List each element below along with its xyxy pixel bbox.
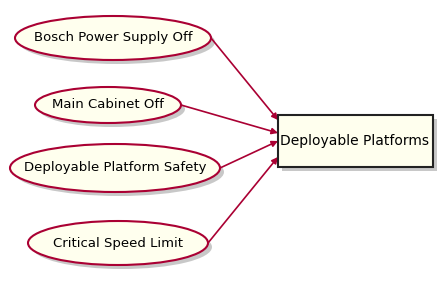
Ellipse shape [32, 225, 212, 269]
Text: Bosch Power Supply Off: Bosch Power Supply Off [34, 31, 192, 44]
Ellipse shape [39, 91, 185, 127]
Ellipse shape [19, 20, 215, 64]
Ellipse shape [14, 148, 224, 196]
Ellipse shape [28, 221, 208, 265]
Ellipse shape [15, 16, 211, 60]
Ellipse shape [35, 87, 181, 123]
FancyBboxPatch shape [278, 115, 433, 167]
Ellipse shape [10, 144, 220, 192]
Text: Main Cabinet Off: Main Cabinet Off [52, 98, 164, 112]
Text: Deployable Platforms: Deployable Platforms [281, 134, 430, 148]
Text: Critical Speed Limit: Critical Speed Limit [53, 237, 183, 250]
Text: Deployable Platform Safety: Deployable Platform Safety [24, 162, 206, 175]
FancyBboxPatch shape [282, 119, 437, 171]
